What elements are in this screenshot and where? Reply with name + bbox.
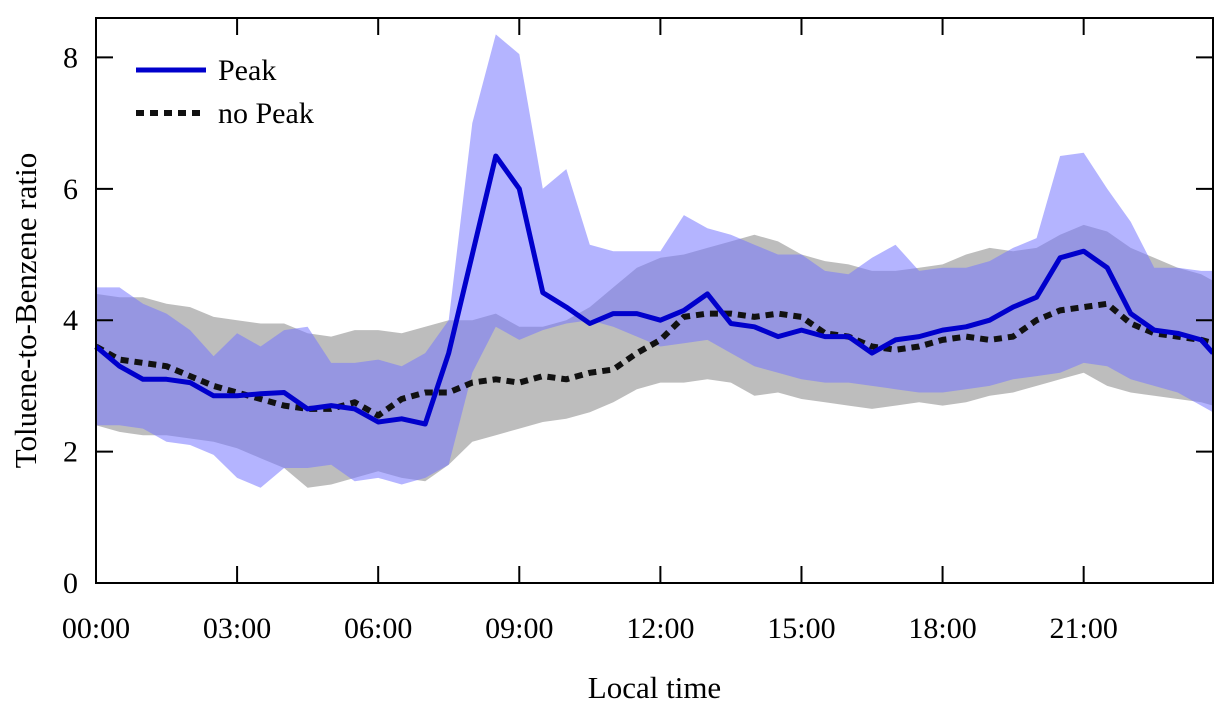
band-peak — [96, 34, 1213, 488]
x-tick-label: 06:00 — [344, 612, 412, 645]
x-axis-title: Local time — [588, 670, 721, 701]
axis-ticks — [95, 18, 1213, 584]
x-tick-label: 12:00 — [626, 612, 694, 645]
series-lines — [94, 153, 1214, 427]
x-tick-label: 09:00 — [485, 612, 553, 645]
y-tick-label: 2 — [63, 436, 78, 469]
series-line-no-peak — [94, 300, 1214, 419]
axis-tick-labels: 00:00 03:00 06:00 09:00 12:00 15:00 18:00 21:00… — [62, 41, 1118, 645]
y-axis-title: Toluene-to-Benzene ratio — [8, 153, 43, 468]
x-tick-label: 21:00 — [1049, 612, 1117, 645]
x-tick-label: 03:00 — [203, 612, 271, 645]
legend-label-peak: Peak — [218, 54, 276, 87]
x-tick-label: 18:00 — [908, 612, 976, 645]
x-tick-label: 00:00 — [62, 612, 130, 645]
x-tick-label: 15:00 — [767, 612, 835, 645]
legend: Peak no Peak — [136, 54, 314, 130]
y-tick-label: 4 — [63, 304, 78, 337]
legend-label-no-peak: no Peak — [218, 97, 314, 130]
y-tick-label: 6 — [63, 173, 78, 206]
y-tick-label: 0 — [63, 567, 78, 600]
series-line-peak — [94, 153, 1214, 427]
plot-frame — [95, 17, 1214, 584]
y-tick-label: 8 — [63, 41, 78, 74]
